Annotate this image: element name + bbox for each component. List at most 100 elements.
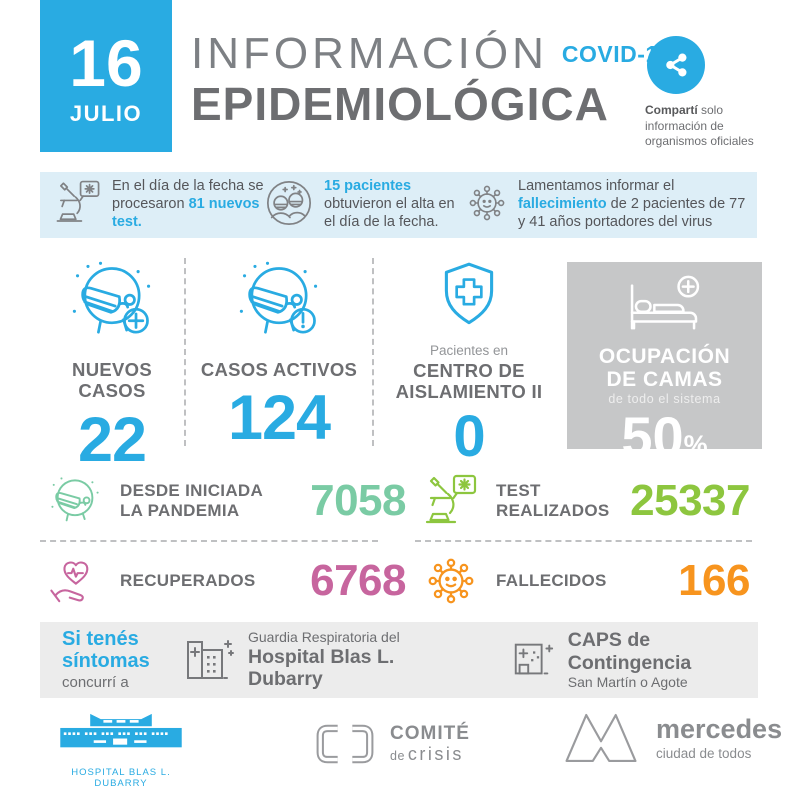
comite-logo-image [316, 724, 374, 764]
hospital-building-icon [184, 635, 236, 685]
pandemic-total-value: 7058 [310, 476, 406, 525]
occupancy-label-line2: DE CAMAS [606, 368, 723, 392]
isolation-center-stat: Pacientes en CENTRO DE AISLAMIENTO II 0 [378, 255, 560, 466]
daily-discharged-item: 15 pacientes obtuvieron el alta en el dí… [264, 178, 466, 233]
hospital-logo: HOSPITAL BLAS L. DUBARRY [50, 712, 192, 789]
daily-tests-text: En el día de la fecha se procesaron 81 n… [112, 178, 264, 231]
hospital-guard-text: Guardia Respiratoria del Hospital Blas L… [248, 629, 452, 691]
deaths-total-label: FALLECIDOS [496, 571, 607, 591]
new-cases-label: NUEVOS CASOS [72, 359, 152, 402]
mercedes-title: mercedes [656, 713, 783, 744]
isolation-label: CENTRO DE AISLAMIENTO II [395, 360, 543, 403]
caps-building-icon [510, 637, 556, 683]
active-cases-label: CASOS ACTIVOS [200, 359, 358, 380]
comite-crisis: crisis [407, 743, 464, 764]
masked-face-alert-icon [232, 255, 326, 351]
daily-discharged-rest: obtuvieron el alta en el día de la fecha… [324, 196, 455, 230]
hospital-guard-line1: Guardia Respiratoria del [248, 629, 400, 646]
doctors-icon [264, 178, 314, 233]
new-cases-value: 22 [77, 404, 147, 475]
symptoms-headline-line3: concurrí a [62, 674, 129, 692]
hospital-logo-label: HOSPITAL BLAS L. DUBARRY [71, 767, 171, 789]
title-line1: INFORMACIÓN COVID-19 [191, 29, 672, 78]
comite-subtitle: de crisis [390, 743, 470, 765]
occupancy-unit: % [683, 430, 708, 461]
heart-hand-icon [44, 553, 106, 609]
share-note: Compartí solo información de organismos … [645, 103, 765, 150]
caps-place: CAPS de Contingencia San Martín o Agote [510, 629, 758, 691]
comite-text: COMITÉ de crisis [390, 722, 470, 765]
horizontal-divider [40, 540, 378, 542]
daily-discharged-highlight: 15 pacientes [324, 178, 412, 195]
masked-face-green-icon [44, 472, 106, 530]
tests-total-row: TEST REALIZADOS 25337 [420, 466, 750, 536]
title-epidemiologica: EPIDEMIOLÓGICA [191, 78, 609, 131]
comite-logo: COMITÉ de crisis [312, 720, 470, 768]
mercedes-logo-image [565, 713, 637, 763]
symptoms-headline: Si tenés síntomas concurrí a [62, 627, 166, 692]
new-cases-stat: NUEVOS CASOS 22 [40, 255, 184, 472]
date-month: JULIO [69, 100, 143, 126]
microscope-icon [54, 179, 102, 232]
daily-tests-item: En el día de la fecha se procesaron 81 n… [54, 178, 264, 231]
deaths-total-row: FALLECIDOS 166 [420, 550, 750, 612]
symptoms-banner: Si tenés síntomas concurrí a [40, 622, 758, 698]
recovered-total-label: RECUPERADOS [120, 571, 256, 591]
tests-total-label: TEST REALIZADOS [496, 481, 610, 520]
caps-line2: San Martín o Agote [567, 674, 688, 691]
shield-cross-icon [432, 255, 506, 333]
daily-discharged-text: 15 pacientes obtuvieron el alta en el dí… [324, 178, 466, 231]
page-title: INFORMACIÓN COVID-19 EPIDEMIOLÓGICA [191, 29, 672, 131]
virus-orange-icon [420, 554, 482, 608]
hospital-logo-image [60, 713, 182, 748]
daily-tests-pre: En el día de la fecha se procesaron [112, 178, 264, 213]
daily-deaths-rest: de 2 pacientes de 77 y 41 años portadore… [518, 196, 746, 230]
masked-face-plus-icon [65, 255, 159, 351]
occupancy-label-line1: OCUPACIÓN [598, 345, 731, 368]
date-box: 16 JULIO [40, 0, 172, 152]
symptoms-headline-line2: síntomas [62, 649, 150, 672]
recovered-total-value: 6768 [310, 556, 406, 605]
daily-deaths-item: Lamentamos informar el fallecimiento de … [466, 178, 752, 231]
symptoms-headline-line1: Si tenés [62, 627, 139, 650]
daily-deaths-highlight: fallecimiento [518, 196, 607, 213]
mercedes-logo: mercedes ciudad de todos [560, 706, 782, 770]
isolation-value: 0 [453, 403, 485, 469]
occupancy-value: 50% [621, 409, 707, 465]
hospital-bed-icon [617, 274, 713, 341]
share-icon [647, 36, 705, 94]
share-block: Compartí solo información de organismos … [645, 36, 765, 150]
daily-summary-strip: En el día de la fecha se procesaron 81 n… [40, 172, 757, 238]
isolation-pre-label: Pacientes en [429, 343, 509, 358]
occupancy-sublabel: de todo el sistema [608, 392, 721, 407]
daily-deaths-text: Lamentamos informar el fallecimiento de … [518, 178, 752, 231]
active-cases-stat: CASOS ACTIVOS 124 [188, 255, 370, 450]
deaths-total-value: 166 [678, 556, 750, 605]
daily-deaths-pre: Lamentamos informar el [518, 178, 675, 195]
hospital-guard-line2: Hospital Blas L. Dubarry [248, 645, 395, 691]
bed-occupancy-panel: OCUPACIÓN DE CAMAS de todo el sistema 50… [567, 262, 762, 465]
date-day: 16 [69, 25, 143, 100]
mercedes-subtitle: ciudad de todos [656, 745, 752, 761]
hospital-guard-place: Guardia Respiratoria del Hospital Blas L… [184, 629, 452, 691]
virus-icon [466, 182, 508, 229]
occupancy-number: 50 [621, 405, 684, 469]
caps-line1: CAPS de Contingencia [567, 629, 692, 674]
pandemic-total-row: DESDE INICIADA LA PANDEMIA 7058 [44, 466, 406, 536]
pandemic-total-label: DESDE INICIADA LA PANDEMIA [120, 481, 263, 520]
share-note-rest: solo información de organismos oficiales [645, 103, 754, 149]
mercedes-text: mercedes ciudad de todos [656, 713, 783, 761]
recovered-total-row: RECUPERADOS 6768 [44, 550, 406, 612]
comite-title: COMITÉ [390, 722, 470, 744]
vertical-divider [184, 258, 186, 446]
caps-text: CAPS de Contingencia San Martín o Agote [568, 629, 758, 691]
microscope-green-icon [420, 473, 482, 529]
vertical-divider [372, 258, 374, 446]
active-cases-value: 124 [227, 383, 331, 454]
share-note-bold: Compartí [645, 103, 698, 117]
daily-tests-highlight: 81 nuevos test. [112, 196, 260, 230]
horizontal-divider [415, 540, 752, 542]
title-informacion: INFORMACIÓN [191, 29, 548, 78]
comite-de: de [390, 748, 405, 763]
